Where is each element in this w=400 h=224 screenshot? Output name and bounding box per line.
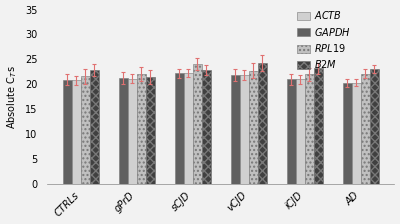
Legend: $\it{ACTB}$, $\it{GAPDH}$, $\it{RPL19}$, $\it{B2M}$: $\it{ACTB}$, $\it{GAPDH}$, $\it{RPL19}$,…: [297, 9, 351, 70]
Bar: [202, 70, 211, 184]
Bar: [314, 68, 323, 184]
Bar: [296, 79, 305, 184]
Bar: [352, 83, 361, 184]
Bar: [81, 76, 90, 184]
Bar: [63, 80, 72, 184]
Bar: [287, 79, 296, 184]
Bar: [305, 74, 314, 184]
Bar: [240, 75, 249, 184]
Bar: [175, 73, 184, 184]
Bar: [343, 83, 352, 184]
Bar: [72, 80, 81, 184]
Bar: [249, 71, 258, 184]
Bar: [146, 77, 155, 184]
Bar: [258, 63, 267, 184]
Bar: [128, 79, 137, 184]
Bar: [231, 75, 240, 184]
Bar: [193, 64, 202, 184]
Y-axis label: Absolute C$_T$s: Absolute C$_T$s: [6, 65, 19, 129]
Bar: [370, 69, 379, 184]
Bar: [137, 74, 146, 184]
Bar: [361, 74, 370, 184]
Bar: [184, 73, 193, 184]
Bar: [90, 70, 99, 184]
Bar: [119, 78, 128, 184]
